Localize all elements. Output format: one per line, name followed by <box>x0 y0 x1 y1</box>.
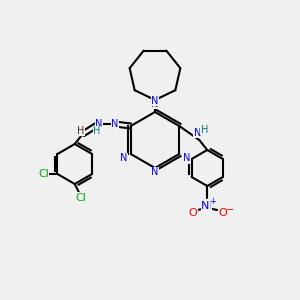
Text: H: H <box>77 126 84 136</box>
Text: Cl: Cl <box>38 169 49 179</box>
Text: N: N <box>151 167 159 177</box>
Text: N: N <box>183 153 190 163</box>
Text: H: H <box>93 126 100 136</box>
Text: −: − <box>226 205 234 215</box>
Text: N: N <box>151 99 159 109</box>
Text: N: N <box>151 96 159 106</box>
Text: N: N <box>120 153 127 163</box>
Text: O: O <box>189 208 198 218</box>
Text: N: N <box>95 119 102 129</box>
Text: Cl: Cl <box>75 193 86 203</box>
Text: H: H <box>201 125 208 135</box>
Text: N: N <box>203 201 212 211</box>
Text: N: N <box>111 119 118 129</box>
Text: N: N <box>194 128 201 138</box>
Text: O: O <box>219 208 228 218</box>
Text: +: + <box>209 197 216 206</box>
Text: N: N <box>201 201 209 211</box>
